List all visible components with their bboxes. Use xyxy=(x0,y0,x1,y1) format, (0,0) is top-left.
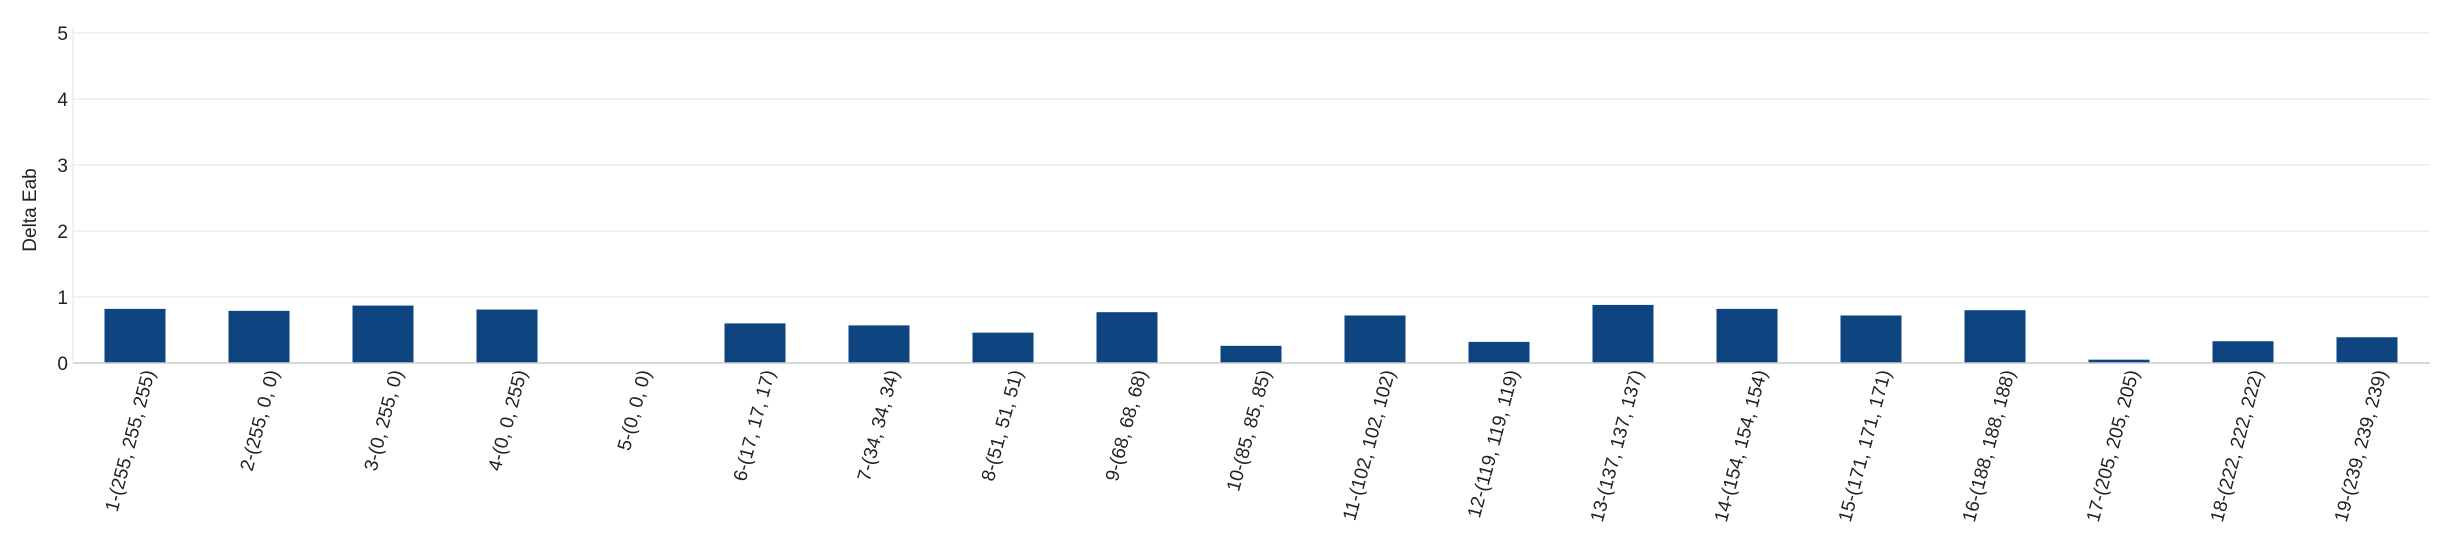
x-tick-label: 5-(0, 0, 0) xyxy=(614,368,656,453)
grid-lines xyxy=(72,27,2430,363)
bar xyxy=(724,323,786,363)
bar xyxy=(972,332,1034,363)
x-tick-label: 7-(34, 34, 34) xyxy=(854,368,904,484)
x-axis-ticks: 1-(255, 255, 255) 2-(255, 0, 0) 3-(0, 255,… xyxy=(102,368,2392,524)
bar xyxy=(1468,341,1530,363)
bars xyxy=(104,304,2398,363)
bar xyxy=(2336,337,2398,363)
x-tick-label: 14-(154, 154, 154) xyxy=(1711,368,1772,524)
bar xyxy=(352,305,414,363)
bar xyxy=(2088,359,2150,363)
bar xyxy=(476,309,538,363)
y-axis-ticks: 0 1 2 3 4 5 xyxy=(57,24,68,375)
x-tick-label: 6-(17, 17, 17) xyxy=(730,368,780,484)
bar xyxy=(1592,304,1654,363)
x-tick-label: 13-(137, 137, 137) xyxy=(1587,368,1648,524)
bar xyxy=(104,308,166,363)
y-tick-label: 1 xyxy=(57,288,68,309)
bar xyxy=(848,325,910,363)
x-tick-label: 17-(205, 205, 205) xyxy=(2083,368,2144,524)
y-tick-label: 5 xyxy=(57,24,68,45)
bar xyxy=(1716,308,1778,363)
y-tick-label: 0 xyxy=(57,354,68,375)
x-tick-label: 11-(102, 102, 102) xyxy=(1339,368,1399,523)
bar xyxy=(2212,341,2274,363)
bar xyxy=(1344,315,1406,363)
bar xyxy=(1964,310,2026,363)
y-tick-label: 3 xyxy=(57,156,68,177)
x-tick-label: 10-(85, 85, 85) xyxy=(1223,368,1276,494)
bar xyxy=(1220,345,1282,363)
x-tick-label: 19-(239, 239, 239) xyxy=(2331,368,2392,524)
x-tick-label: 15-(171, 171, 171) xyxy=(1835,368,1896,524)
y-tick-label: 2 xyxy=(57,222,68,243)
x-tick-label: 2-(255, 0, 0) xyxy=(237,368,284,473)
bar xyxy=(228,310,290,363)
x-tick-label: 18-(222, 222, 222) xyxy=(2207,368,2268,524)
x-tick-label: 16-(188, 188, 188) xyxy=(1959,368,2020,524)
y-axis-title: Delta Eab xyxy=(20,168,41,251)
x-tick-label: 8-(51, 51, 51) xyxy=(978,368,1028,484)
y-tick-label: 4 xyxy=(57,90,68,111)
x-tick-label: 1-(255, 255, 255) xyxy=(102,368,160,514)
bar xyxy=(1096,312,1158,363)
x-tick-label: 4-(0, 0, 255) xyxy=(485,368,532,473)
bar xyxy=(1840,315,1902,363)
x-tick-label: 12-(119, 119, 119) xyxy=(1464,368,1524,520)
x-tick-label: 9-(68, 68, 68) xyxy=(1102,368,1152,484)
x-tick-label: 3-(0, 255, 0) xyxy=(361,368,408,473)
